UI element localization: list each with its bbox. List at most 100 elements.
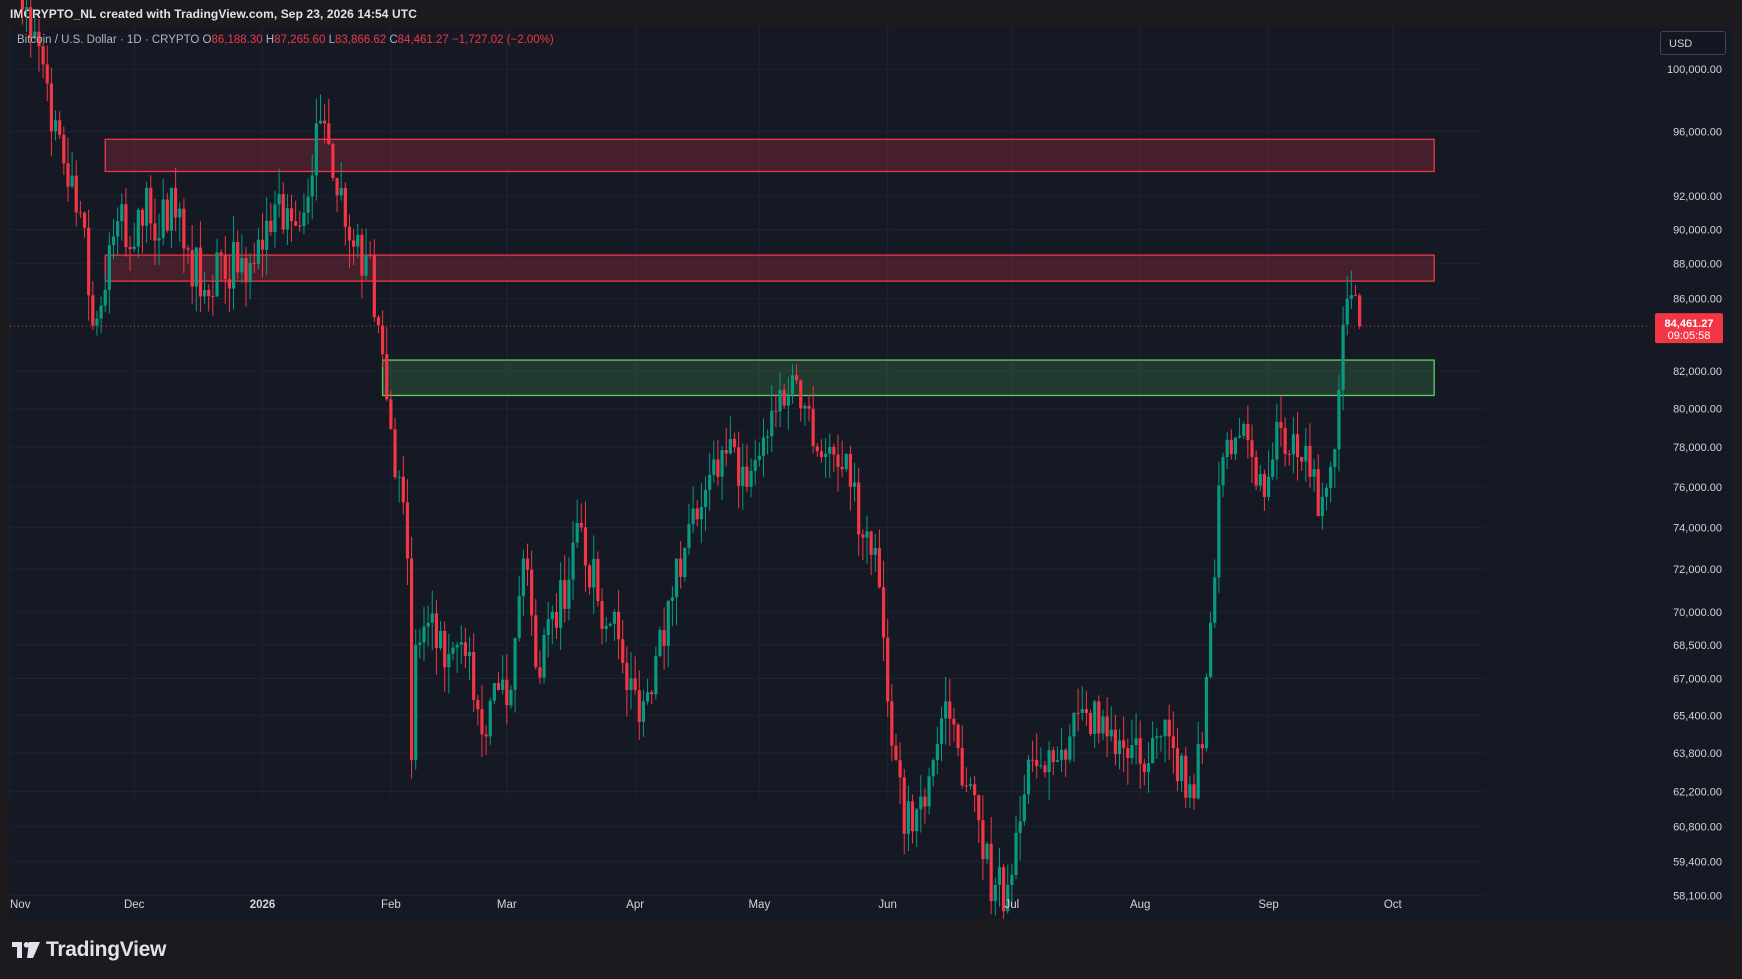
support-zone[interactable] [381,359,1435,397]
candle-body [37,31,41,47]
candle-body [1196,744,1200,799]
price-tick-label: 100,000.00 [1667,64,1722,76]
candle-body [364,255,368,276]
candle-body [513,638,517,690]
candle-body [799,380,803,409]
resistance-zone[interactable] [104,254,1435,282]
candle-body [339,187,343,196]
logo-text: TradingView [46,938,167,961]
candle-body [240,258,244,273]
candle-body [1002,867,1006,912]
candle-body [1030,759,1035,761]
price-tick-label: 70,000.00 [1673,607,1722,619]
candle-body [215,252,219,297]
candle-body [347,226,352,241]
candle-body [600,601,604,629]
candle-body [923,796,927,807]
candle-body [58,120,62,135]
candle-body [169,187,174,231]
candle-body [894,745,898,761]
candle-body [476,699,480,710]
change-value: −1,727.02 (−2.00%) [452,34,554,46]
time-axis[interactable]: Nov Dec 2026 Feb Mar Apr May Jun Jul Aug Sep Oct [10,899,1403,911]
candle-body [857,482,861,535]
candle-body [1122,740,1126,749]
candle-body [1126,748,1130,758]
candle-body [1093,701,1097,734]
candle-body [1341,324,1345,390]
candle-body [194,247,198,287]
candle-body [1324,487,1329,497]
currency-button[interactable]: USD [1660,31,1726,55]
symbol-legend[interactable]: Bitcoin / U.S. Dollar · 1D · CRYPTO O86,… [17,34,554,46]
candle-body [571,542,575,580]
candle-body [103,289,107,306]
price-tick-label: 88,000.00 [1673,259,1722,271]
candle-body [1068,736,1072,760]
candle-body [45,64,49,84]
candle-body [323,120,327,124]
candle-body [952,718,956,725]
candle-body [260,239,265,250]
candle-body [1051,750,1055,762]
candle-body [1237,435,1242,438]
candle-body [703,489,708,507]
price-tick-label: 78,000.00 [1673,442,1722,454]
candle-body [944,701,948,719]
footer [0,919,1742,979]
candle-body [149,187,153,224]
chart-area[interactable] [10,27,1732,919]
candle-body [393,429,397,478]
candle-body [559,580,563,628]
candle-body [807,405,811,409]
candle-body [472,652,476,700]
candle-body [1101,716,1105,734]
high-value: 87,265.60 [274,34,326,46]
candle-body [265,220,269,250]
candle-body [650,692,654,695]
candle-body [78,212,82,214]
candle-body [174,187,178,218]
candle-body [770,410,774,437]
candle-body [463,642,467,656]
time-tick-label: Nov [10,899,31,911]
candle-body [1180,755,1184,782]
candle-body [670,597,674,602]
candle-body [1266,476,1271,497]
candle-body [886,637,890,702]
candle-body [811,408,815,447]
candle-body [1076,712,1080,714]
candle-body [492,682,496,701]
candle-body [1047,750,1051,773]
candle-body [252,262,256,264]
candle-body [505,679,509,706]
candle-body [1300,457,1304,462]
candle-body [881,587,886,638]
tradingview-logo[interactable]: TradingView [12,938,166,962]
candle-body [1254,457,1258,486]
candle-body [890,701,894,746]
candle-body [716,459,720,477]
candle-body [95,318,99,326]
candle-body [327,123,331,145]
candle-body [1316,469,1320,517]
candle-body [414,644,418,761]
candle-body [1312,469,1316,477]
time-tick-label: Feb [381,899,401,911]
price-tick-label: 67,000.00 [1673,674,1722,686]
candle-body [732,438,737,448]
candle-body [679,558,683,577]
candle-body [1043,765,1047,773]
candle-body [343,187,347,227]
candle-body [285,208,289,230]
time-tick-label: Jul [1005,899,1020,911]
candle-body [91,295,95,326]
price-axis[interactable]: 100,000.00 96,000.00 92,000.00 90,000.00 88,… [1655,64,1723,902]
candle-body [877,548,881,588]
candle-body [530,569,534,616]
candle-body [1035,760,1039,767]
candle-body [525,558,530,570]
resistance-zone[interactable] [104,138,1435,173]
candle-body [66,163,70,187]
